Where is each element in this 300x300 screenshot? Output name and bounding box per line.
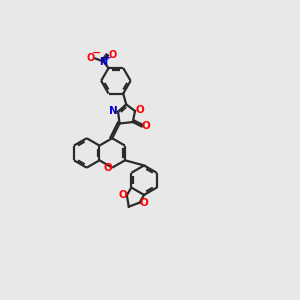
Text: O: O — [135, 105, 144, 115]
Text: O: O — [108, 50, 116, 60]
Text: N: N — [99, 57, 107, 67]
Text: O: O — [104, 163, 113, 173]
Text: −: − — [92, 48, 101, 58]
Text: O: O — [87, 53, 95, 63]
Text: +: + — [104, 53, 112, 62]
Text: O: O — [140, 198, 148, 208]
Text: N: N — [109, 106, 118, 116]
Text: O: O — [141, 122, 150, 131]
Text: O: O — [118, 190, 127, 200]
